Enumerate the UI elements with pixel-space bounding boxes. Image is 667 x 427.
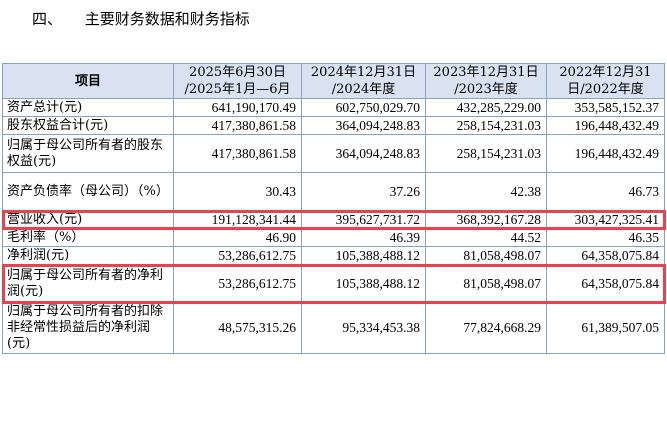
cell-value: 641,190,170.49 [173,98,302,117]
cell-value: 48,575,315.26 [173,302,302,354]
cell-value: 364,094,248.83 [301,134,426,173]
cell-value: 417,380,861.58 [173,116,302,135]
row-label: 股东权益合计(元) [2,116,174,135]
cell-value: 105,388,488.12 [301,264,426,303]
cell-value: 196,448,432.49 [546,134,665,173]
row-label: 资产总计(元) [2,98,174,117]
cell-value: 395,627,731.72 [301,210,426,229]
row-label: 归属于母公司所有者的扣除非经常性损益后的净利润(元) [2,302,174,354]
cell-value: 46.73 [546,172,665,211]
table-row-debt-ratio: 资产负债率（母公司）（%） 30.43 37.26 42.38 46.73 [2,172,665,211]
cell-value: 258,154,231.03 [425,134,547,173]
cell-value: 417,380,861.58 [173,134,302,173]
section-title-text: 主要财务数据和财务指标 [84,10,250,28]
table-row-total-equity: 股东权益合计(元) 417,380,861.58 364,094,248.83 … [2,116,665,135]
cell-value: 77,824,668.29 [425,302,547,354]
cell-value: 602,750,029.70 [301,98,426,117]
cell-value: 53,286,612.75 [173,264,302,303]
cell-value: 196,448,432.49 [546,116,665,135]
cell-value: 53,286,612.75 [173,246,302,265]
cell-value: 61,389,507.05 [546,302,665,354]
cell-value: 353,585,152.37 [546,98,665,117]
cell-value: 64,358,075.84 [546,264,665,303]
row-label: 净利润(元) [2,246,174,265]
header-2023: 2023年12月31日 /2023年度 [425,63,547,99]
table-row-revenue: 营业收入(元) 191,128,341.44 395,627,731.72 36… [2,210,665,229]
row-label: 归属于母公司所有者的净利润(元) [2,264,174,303]
cell-value: 303,427,325.41 [546,210,665,229]
table-row-gross-margin: 毛利率（%） 46.90 46.39 44.52 46.35 [2,228,665,247]
table-row-parent-net-profit: 归属于母公司所有者的净利润(元) 53,286,612.75 105,388,4… [2,264,665,303]
cell-value: 64,358,075.84 [546,246,665,265]
row-label: 归属于母公司所有者的股东权益(元) [2,134,174,173]
cell-value: 258,154,231.03 [425,116,547,135]
section-heading: 四、 主要财务数据和财务指标 [32,8,250,29]
header-2024: 2024年12月31日 /2024年度 [301,63,426,99]
cell-value: 44.52 [425,228,547,247]
cell-value: 81,058,498.07 [425,264,547,303]
row-label: 营业收入(元) [2,210,174,229]
table-row-deducted-net-profit: 归属于母公司所有者的扣除非经常性损益后的净利润(元) 48,575,315.26… [2,302,665,354]
section-number: 四、 [32,10,63,28]
cell-value: 46.90 [173,228,302,247]
cell-value: 432,285,229.00 [425,98,547,117]
header-2025h1: 2025年6月30日 /2025年1月—6月 [173,63,302,99]
table-row-net-profit: 净利润(元) 53,286,612.75 105,388,488.12 81,0… [2,246,665,265]
cell-value: 37.26 [301,172,426,211]
header-2022: 2022年12月31 日/2022年度 [546,63,665,99]
table-header-row: 项目 2025年6月30日 /2025年1月—6月 2024年12月31日 /2… [2,63,665,99]
row-label: 毛利率（%） [2,228,174,247]
cell-value: 81,058,498.07 [425,246,547,265]
cell-value: 46.35 [546,228,665,247]
financial-data-table: 项目 2025年6月30日 /2025年1月—6月 2024年12月31日 /2… [2,63,665,354]
header-item: 项目 [2,63,174,99]
cell-value: 191,128,341.44 [173,210,302,229]
cell-value: 46.39 [301,228,426,247]
cell-value: 364,094,248.83 [301,116,426,135]
cell-value: 42.38 [425,172,547,211]
cell-value: 30.43 [173,172,302,211]
cell-value: 105,388,488.12 [301,246,426,265]
cell-value: 95,334,453.38 [301,302,426,354]
table-row-parent-equity: 归属于母公司所有者的股东权益(元) 417,380,861.58 364,094… [2,134,665,173]
row-label: 资产负债率（母公司）（%） [2,172,174,211]
table-row-total-assets: 资产总计(元) 641,190,170.49 602,750,029.70 43… [2,98,665,117]
cell-value: 368,392,167.28 [425,210,547,229]
